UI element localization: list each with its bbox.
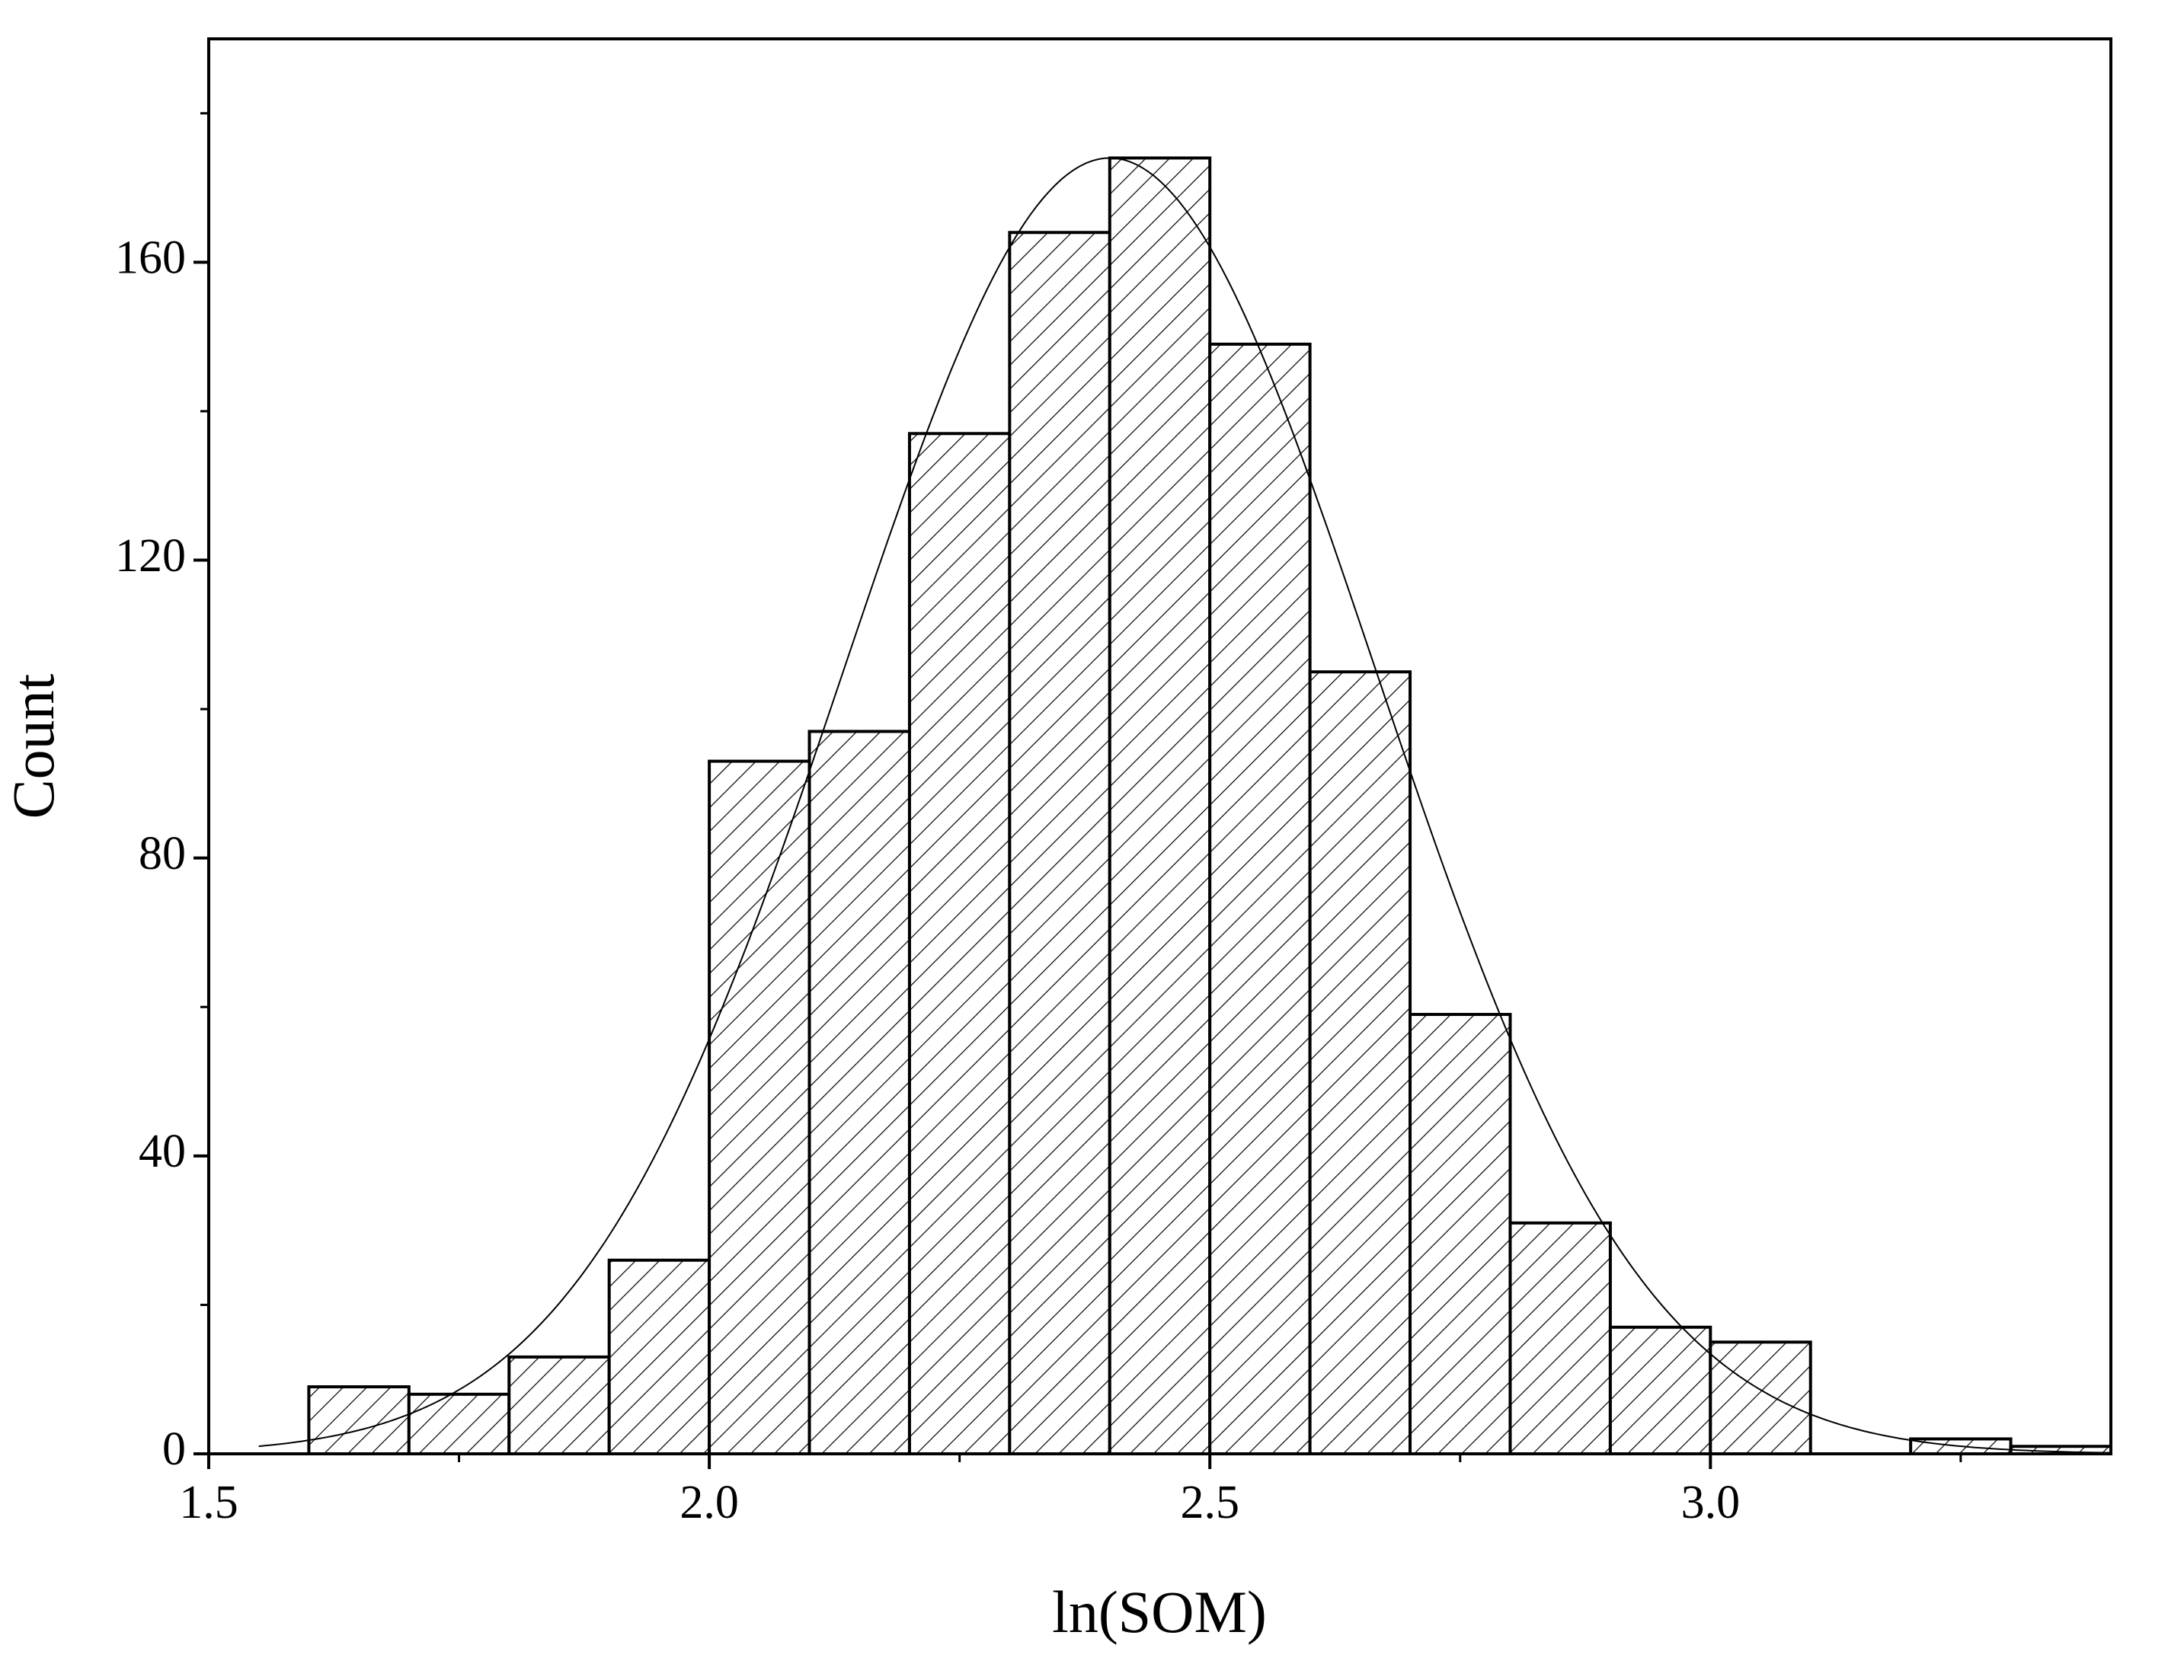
bar (1308, 670, 1412, 1455)
bar (1008, 231, 1111, 1455)
x-tick-label: 1.5 (179, 1477, 238, 1528)
bar (1709, 1340, 1812, 1455)
bar (1608, 1325, 1712, 1456)
y-tick-label: 120 (115, 530, 186, 582)
plot-frame (207, 37, 2112, 1455)
x-tick-label: 2.5 (1180, 1477, 1239, 1528)
bar (607, 1258, 711, 1455)
bar (907, 432, 1012, 1456)
bar (1208, 342, 1312, 1455)
bar (407, 1392, 511, 1456)
x-tick-label: 3.0 (1681, 1477, 1741, 1528)
bar (708, 759, 811, 1455)
fit-curve (258, 157, 2112, 1454)
x-axis-title: ln(SOM) (1052, 1579, 1267, 1645)
y-tick-label: 160 (115, 232, 186, 284)
y-tick-label: 40 (139, 1126, 186, 1177)
bar (807, 730, 911, 1455)
bar (1508, 1221, 1612, 1456)
y-axis-title: Count (0, 673, 66, 819)
bar (1409, 1013, 1512, 1455)
y-tick-label: 0 (162, 1423, 186, 1475)
bar (1108, 156, 1212, 1456)
bar (507, 1355, 611, 1455)
y-tick-label: 80 (139, 828, 186, 880)
x-tick-label: 2.0 (680, 1477, 739, 1528)
